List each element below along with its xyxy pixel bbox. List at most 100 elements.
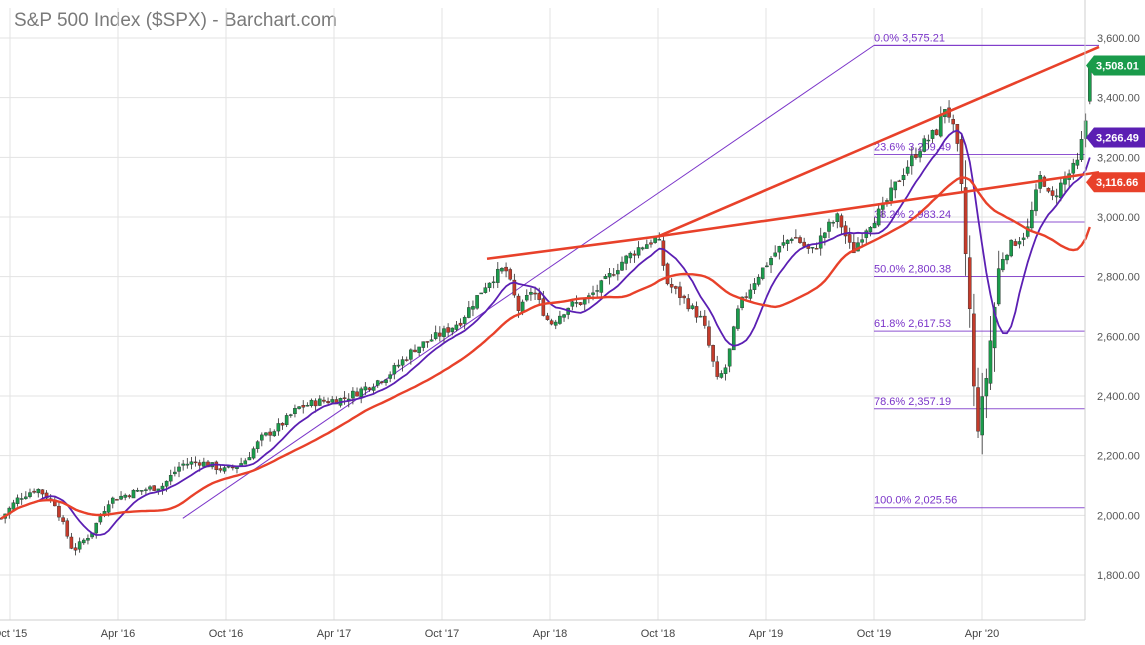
candle-body [810, 247, 815, 249]
candle-body [1054, 195, 1059, 198]
candle-body [127, 495, 132, 498]
candlesticks [0, 63, 1092, 556]
candle-body [843, 225, 848, 237]
candle-body [988, 340, 993, 384]
candle-body [756, 276, 761, 285]
candle-body [222, 467, 227, 472]
candle-body [214, 461, 219, 471]
candle-body [839, 215, 844, 228]
candle-body [123, 494, 127, 498]
candle-body [504, 266, 508, 272]
candle-body [173, 471, 177, 475]
candle-body [355, 391, 359, 397]
candle-body [57, 505, 61, 518]
candle-body [284, 415, 289, 426]
moving-averages [0, 129, 1091, 536]
y-tick-label: 3,600.00 [1097, 33, 1140, 45]
fibonacci-level-label: 23.6% 3,209.49 [874, 142, 951, 154]
candle-body [293, 408, 297, 415]
candle-body [1001, 259, 1005, 271]
y-tick-label: 2,400.00 [1097, 391, 1140, 403]
candle-body [760, 267, 765, 279]
candle-body [744, 296, 748, 298]
candle-body [28, 492, 32, 497]
candle-body [400, 359, 405, 366]
candle-body [181, 463, 185, 466]
candle-body [1005, 254, 1009, 261]
candle-body [794, 237, 798, 239]
candle-body [98, 516, 103, 523]
x-tick-label: Apr '16 [101, 628, 136, 640]
candle-body [131, 489, 136, 499]
candle-body [301, 405, 306, 408]
moving-average-short [0, 129, 1091, 536]
candle-body [326, 401, 330, 404]
candle-body [61, 517, 65, 522]
x-tick-label: Oct '18 [641, 628, 676, 640]
candle-body [429, 339, 434, 342]
candle-body [243, 460, 248, 465]
candle-body [409, 349, 413, 360]
y-tick-label: 2,000.00 [1097, 510, 1140, 522]
candle-body [694, 306, 699, 318]
candle-body [462, 316, 467, 324]
candle-body [976, 387, 980, 432]
candle-body [653, 237, 657, 243]
candle-body [185, 463, 190, 466]
candle-body [910, 155, 914, 167]
x-tick-label: Oct '19 [857, 628, 892, 640]
candle-body [218, 468, 223, 471]
candle-body [529, 291, 533, 295]
candle-body [1025, 226, 1030, 237]
candle-body [616, 270, 620, 275]
candle-body [785, 239, 790, 244]
candle-body [938, 115, 943, 137]
candle-body [500, 267, 504, 272]
candle-body [119, 495, 123, 500]
candle-body [152, 485, 156, 491]
fibonacci-level-label: 61.8% 2,617.53 [874, 318, 951, 330]
candle-body [202, 461, 206, 467]
candle-body [280, 422, 285, 426]
candle-body [789, 238, 794, 241]
last-price-tag-bg [1086, 55, 1145, 76]
candle-body [669, 284, 674, 288]
candle-body [537, 292, 541, 300]
candle-body [139, 490, 144, 492]
candle-body [740, 296, 744, 309]
candle-body [1059, 182, 1063, 199]
candle-body [636, 247, 641, 256]
candle-body [36, 488, 41, 494]
candle-body [591, 292, 595, 295]
candle-body [897, 180, 902, 182]
candle-body [624, 255, 628, 264]
candle-body [491, 281, 496, 284]
candle-body [967, 257, 972, 310]
fibonacci-level-label: 100.0% 2,025.56 [874, 495, 957, 507]
candle-body [748, 289, 753, 299]
candle-body [963, 187, 968, 255]
x-tick-label: Oct '15 [0, 628, 27, 640]
candle-body [313, 400, 318, 407]
candle-body [77, 541, 82, 550]
candle-body [1050, 190, 1055, 196]
candle-body [467, 307, 471, 318]
trendlines[interactable] [486, 45, 1100, 261]
candle-body [342, 397, 347, 399]
candle-body [148, 486, 152, 490]
candle-body [438, 332, 442, 337]
candle-body [876, 208, 881, 226]
candle-body [541, 298, 546, 316]
candle-body [545, 315, 550, 320]
candle-body [396, 364, 401, 367]
candle-body [984, 378, 989, 397]
candle-body [197, 462, 202, 466]
candle-body [930, 129, 935, 139]
candle-body [533, 292, 537, 295]
candle-body [1017, 241, 1022, 245]
candle-body [512, 279, 517, 296]
candle-body [893, 181, 898, 191]
candle-body [864, 230, 869, 238]
